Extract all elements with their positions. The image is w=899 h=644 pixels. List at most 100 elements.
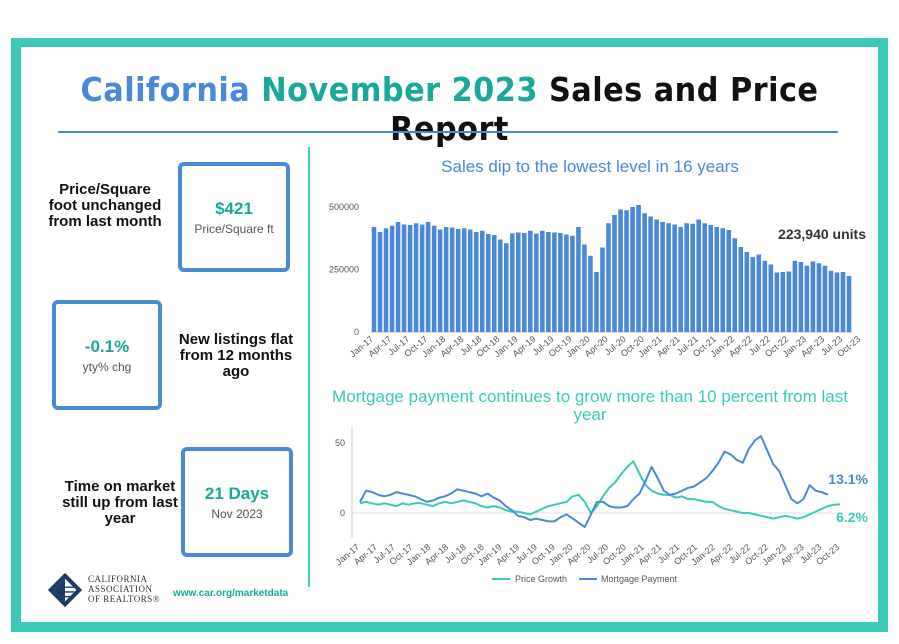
report-panel	[21, 47, 878, 622]
sales-bar	[503, 243, 509, 332]
sales-bar	[732, 238, 738, 332]
kpi-price-sub: Price/Square ft	[194, 221, 274, 236]
mortgage-y-tick: 50	[335, 438, 345, 448]
sales-bar	[810, 261, 816, 332]
sales-bar	[576, 227, 581, 332]
sales-bar	[401, 224, 407, 332]
sales-bar	[798, 262, 804, 332]
sales-bar	[744, 252, 750, 332]
sales-bar	[828, 270, 834, 332]
sales-bar	[485, 234, 491, 332]
legend-price-growth-label: Price Growth	[515, 574, 567, 584]
sales-bar	[726, 230, 732, 332]
sales-bar	[762, 260, 768, 332]
sales-bar	[522, 233, 527, 332]
sales-bar	[834, 272, 840, 332]
sales-bar	[449, 227, 455, 332]
sales-y-tick: 0	[354, 327, 359, 337]
legend-mortgage-payment-label: Mortgage Payment	[601, 574, 678, 584]
mortgage-y-tick: 0	[340, 508, 345, 518]
sales-bar	[473, 232, 479, 332]
sales-bar	[443, 227, 449, 332]
car-logo-icon	[47, 572, 83, 608]
sales-bar	[510, 233, 515, 332]
column-divider	[308, 147, 310, 587]
sales-bar	[660, 222, 665, 332]
sales-bar	[455, 229, 461, 332]
sales-bar	[425, 222, 431, 332]
sales-bar	[419, 224, 425, 332]
kpi-dom-value: 21 Days	[204, 483, 270, 503]
sales-bar	[467, 229, 473, 332]
sales-bar	[377, 232, 383, 332]
sales-bar	[516, 232, 521, 332]
sales-bar	[461, 228, 467, 332]
sales-bar	[431, 225, 437, 332]
sales-bar	[528, 230, 533, 332]
title-part-3: Sales and Price Report	[390, 70, 819, 148]
kpi-price-box: $421 Price/Square ft	[178, 162, 290, 272]
sales-bar	[564, 234, 569, 332]
sales-bar	[413, 223, 419, 332]
sales-bar	[407, 225, 413, 332]
sales-bar	[383, 228, 389, 332]
sales-bar	[756, 254, 762, 332]
sales-bar	[678, 227, 683, 332]
sales-y-tick: 250000	[329, 265, 359, 275]
title-part-2: November 2023	[261, 70, 538, 109]
sales-bar	[371, 227, 377, 332]
sales-bar	[588, 255, 593, 332]
sales-bar	[768, 264, 774, 332]
kpi-listings-box: -0.1% yty% chg	[52, 300, 162, 410]
sales-bar	[690, 223, 695, 332]
sales-bar	[624, 210, 629, 332]
sales-bar	[696, 219, 701, 332]
sales-bar	[582, 244, 587, 332]
sales-annotation: 223,940 units	[778, 226, 866, 242]
sales-bar	[546, 232, 551, 332]
mortgage-payment-line	[359, 435, 829, 528]
sales-bar	[491, 235, 497, 332]
logo-line-1: CALIFORNIA	[88, 574, 148, 584]
kpi-price-value: $421	[215, 198, 253, 218]
title-part-1: California	[80, 70, 251, 109]
sales-bar	[534, 233, 539, 332]
sales-bar	[846, 276, 852, 332]
sales-bar	[702, 223, 707, 332]
sales-bar	[708, 225, 713, 332]
sales-bar	[618, 209, 623, 332]
logo-line-2: ASSOCIATION	[88, 584, 153, 594]
sales-bar	[497, 239, 503, 332]
mortgage-payment-end-label: 13.1%	[828, 471, 868, 487]
sales-bar	[654, 219, 659, 332]
sales-bar	[479, 230, 485, 332]
sales-y-tick: 500000	[329, 202, 359, 212]
price-growth-end-label: 6.2%	[836, 509, 868, 525]
sales-bar	[395, 222, 401, 332]
sales-bar	[738, 247, 744, 332]
sales-bar	[540, 230, 545, 332]
sales-bar	[570, 235, 575, 332]
kpi-listings-value: -0.1%	[84, 336, 130, 356]
sales-bar	[684, 223, 689, 332]
sales-bar	[558, 233, 563, 332]
sales-bar	[786, 271, 792, 332]
sales-bar	[630, 207, 635, 332]
sales-bar	[612, 215, 617, 332]
kpi-dom-desc: Time on market still up from last year	[62, 478, 178, 527]
sales-bar	[594, 272, 599, 332]
mortgage-chart-title: Mortgage payment continues to grow more …	[332, 387, 848, 424]
sales-bar	[804, 265, 810, 332]
price-growth-line	[359, 460, 841, 520]
kpi-dom-box: 21 Days Nov 2023	[181, 447, 293, 557]
car-logo-text: CALIFORNIA ASSOCIATION OF REALTORS®	[88, 574, 160, 604]
market-data-link[interactable]: www.car.org/marketdata	[173, 588, 289, 599]
page-title: California November 2023 Sales and Price…	[36, 70, 863, 148]
logo-line-3: OF REALTORS®	[88, 594, 161, 604]
title-divider	[58, 131, 838, 133]
sales-bar	[636, 205, 641, 332]
kpi-price-desc: Price/Square foot unchanged from last mo…	[48, 181, 162, 230]
sales-chart-title: Sales dip to the lowest level in 16 year…	[441, 157, 739, 176]
sales-bar	[840, 272, 846, 332]
